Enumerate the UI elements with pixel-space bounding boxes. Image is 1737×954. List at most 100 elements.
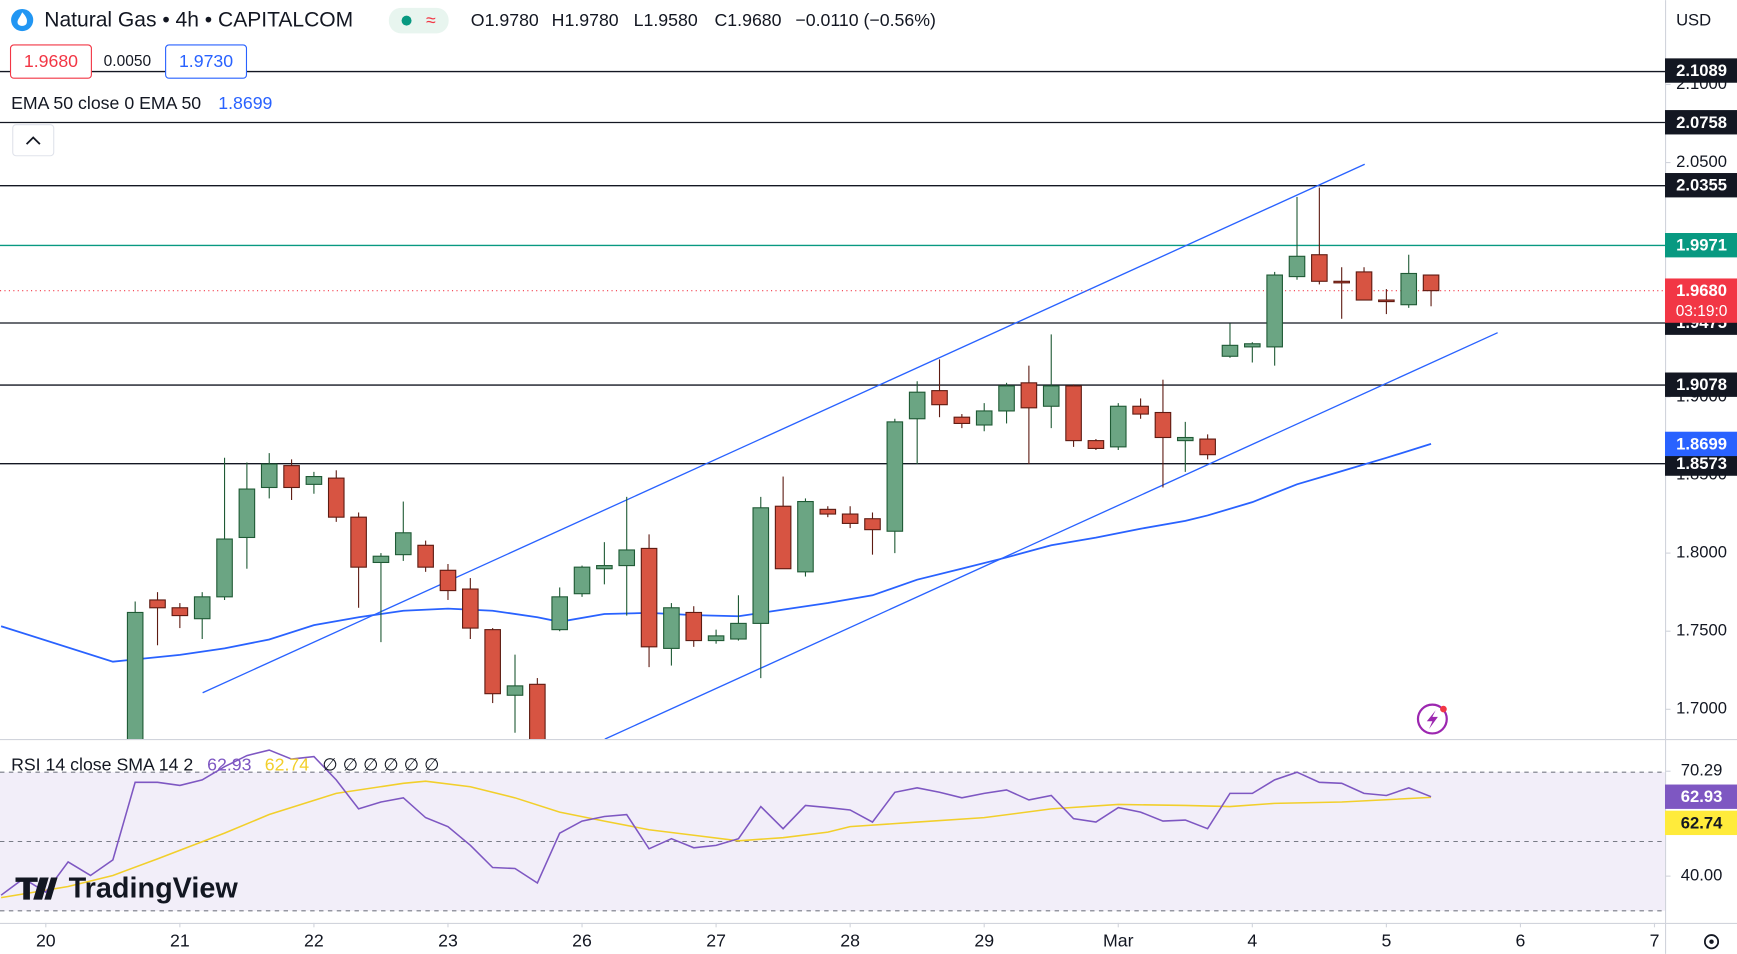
x-tick-label: 6 [1516,930,1526,950]
y-tick-label: 2.0500 [1676,152,1727,171]
candle-body [1199,438,1216,456]
rsi-y-tick-label: 70.29 [1681,761,1723,780]
candle-body [908,391,926,420]
trend-line [202,163,1365,694]
rsi-sma-line [0,780,1432,899]
level-badge [1664,173,1737,198]
candle-body [596,565,613,570]
candle-body [953,416,971,424]
spread: 0.0050 [104,53,152,70]
last-price-label: 1.9680 [1676,281,1727,300]
level-badge-label: 1.9078 [1676,375,1727,394]
candle-body [864,518,881,531]
brand-name: TradingView [69,872,239,904]
rsi-legend: RSI 14 close SMA 14 2 [11,754,193,774]
x-tick-label: 7 [1650,930,1660,950]
candle-body [149,599,166,609]
collapse-button[interactable] [12,124,55,157]
y-tick-label: 1.7000 [1676,699,1727,718]
bid-price: 1.9680 [24,51,78,71]
level-badge [1664,58,1737,83]
ohlc-close: C1.9680 [715,10,782,30]
candle-body [1042,385,1060,407]
candle-body [774,505,792,570]
buy-box[interactable] [165,44,248,79]
candle-body [1311,254,1328,282]
candle-body [551,596,568,631]
candle-body [886,421,904,532]
x-tick-label: 23 [438,930,458,950]
candle-body [484,629,501,695]
candle-body [126,611,144,739]
rsi-badge [1664,784,1737,809]
alert-dot [1440,705,1447,713]
ohlc-low: L1.9580 [634,10,698,30]
level-badge [1664,233,1737,258]
candle-body [640,547,658,648]
level-badge-label: 2.0355 [1676,176,1727,195]
ohlc-high: H1.9780 [552,10,619,30]
ask-price: 1.9730 [179,51,233,71]
rsi-y-tick-label: 40.00 [1681,866,1723,885]
settings-icon[interactable] [1703,934,1720,950]
level-badge-label: 2.1089 [1676,61,1727,80]
candle-body [1378,299,1395,303]
candle-body [1333,280,1351,284]
level-badge [1664,110,1737,135]
sell-box[interactable] [9,44,92,79]
candle-body [216,538,233,598]
candle-body [797,500,814,573]
candle-body [529,683,546,739]
collapse-icon [25,136,41,145]
candle-body [350,516,367,568]
candle-body [171,607,189,617]
x-tick-label: Mar [1103,930,1134,950]
lightning-icon [1426,710,1438,730]
candle-body [417,544,434,568]
brand-logo [15,877,58,900]
level-badge-label: 1.9971 [1676,236,1727,255]
candle-body [1422,274,1440,292]
x-tick-label: 21 [170,930,190,950]
candle-body [462,588,479,629]
ohlc-change: −0.0110 (−0.56%) [795,10,936,30]
market-open-dot [401,15,412,26]
candle-body [238,488,256,539]
candle-body [305,475,323,485]
ema-badge-label: 1.8699 [1676,434,1727,453]
candle-body [1132,405,1149,415]
candle-body [819,508,837,515]
candle-body [752,507,770,624]
x-tick-label: 27 [706,930,726,950]
status-pill[interactable] [388,7,449,34]
level-badge-label: 1.8573 [1676,454,1727,473]
candle-body [1221,344,1239,357]
candle-body [931,390,948,406]
candle-body [1109,405,1127,448]
x-tick-label: 28 [840,930,860,950]
rsi-badge-label: 62.93 [1681,787,1723,806]
candle-body [1020,382,1038,409]
candle-body [283,465,300,489]
candle-body [975,410,993,426]
candle-body [1087,440,1105,449]
rsi-legend-value: 62.93 [207,754,251,774]
rsi-na-values: ∅ ∅ ∅ ∅ ∅ ∅ [322,754,439,774]
flame-icon [17,12,27,26]
candle-body [841,513,859,524]
ema-badge [1664,431,1737,457]
x-tick-label: 5 [1381,930,1391,950]
overlay: Natural Gas • 4h • CAPITALCOM ≈ O1.9780 … [9,7,1720,950]
candle-body [260,463,278,489]
y-tick-label: 1.7500 [1676,621,1727,640]
ema-legend-value: 1.8699 [218,93,272,113]
countdown: 03:19:0 [1676,303,1728,320]
candle-body [998,385,1015,412]
level-badge-label: 2.0758 [1676,113,1727,132]
x-tick-label: 26 [572,930,592,950]
trend-line [604,332,1498,739]
candle-body [663,607,680,649]
candle-body [1176,436,1194,442]
y-tick-label: 1.8000 [1676,542,1727,561]
candle-body [618,549,636,567]
